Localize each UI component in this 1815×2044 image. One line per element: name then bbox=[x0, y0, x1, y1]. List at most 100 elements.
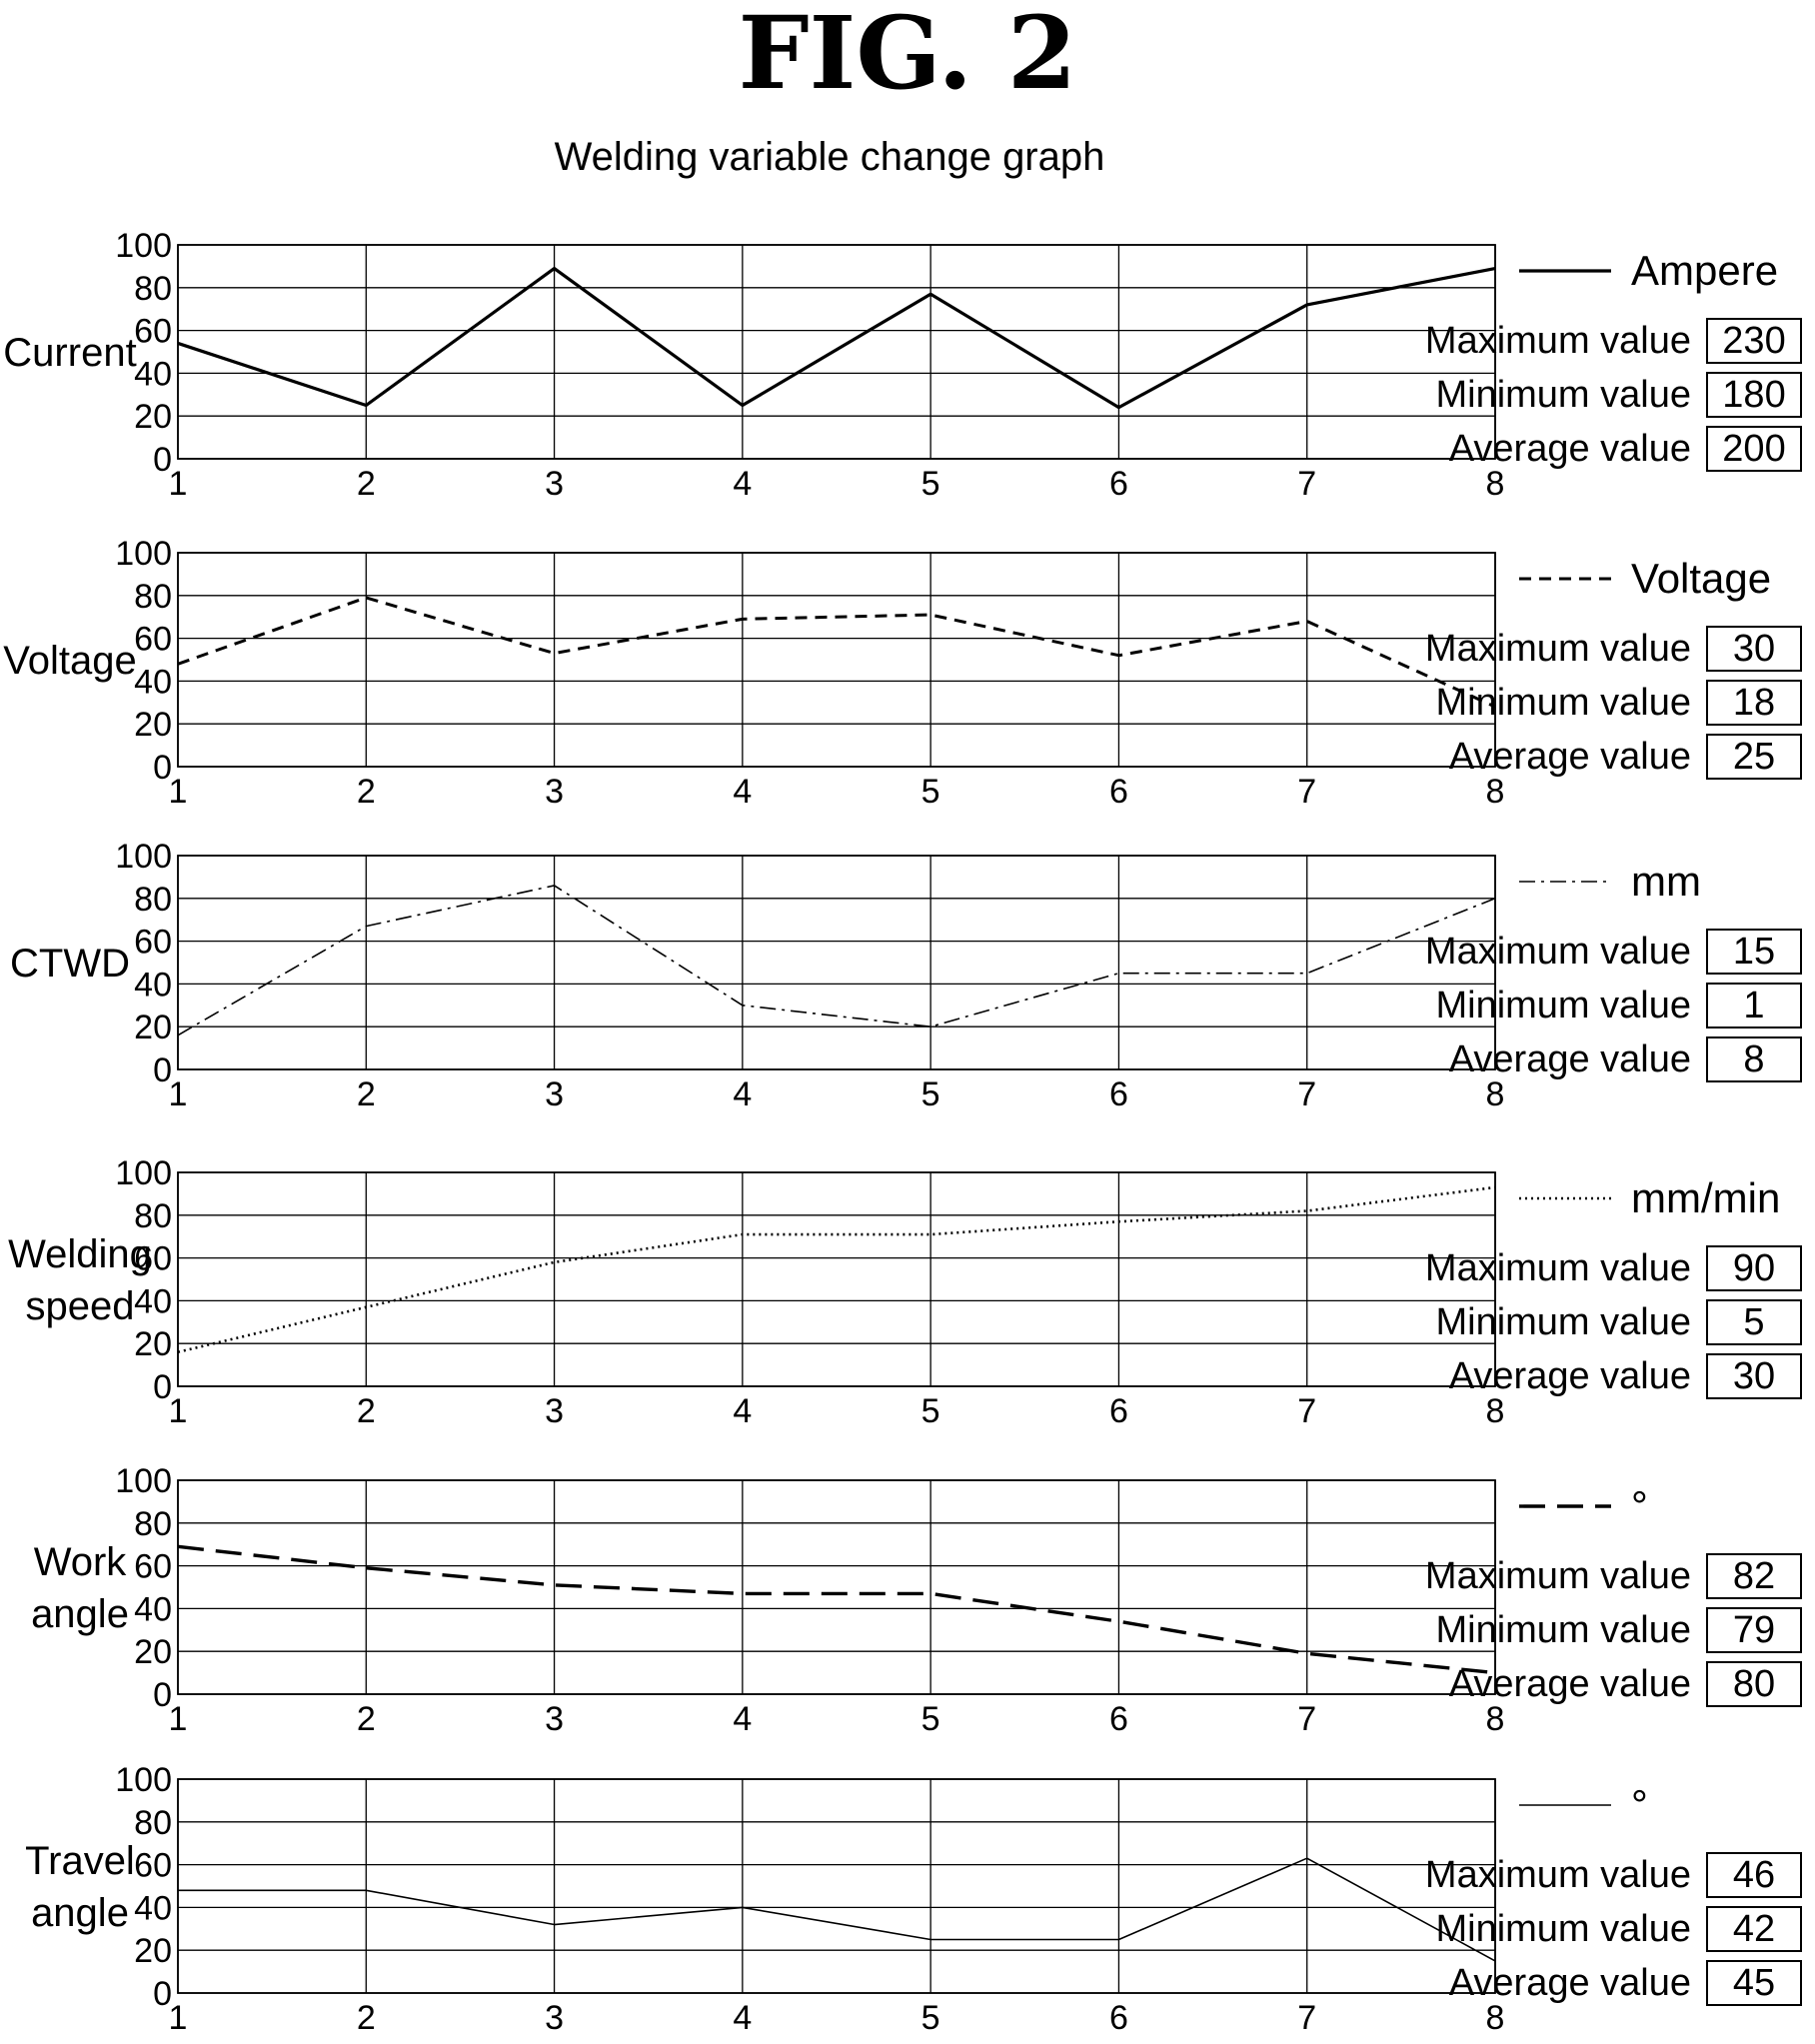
stat-label: Average value bbox=[1449, 1038, 1691, 1080]
chart-panel: 0 20 40 60 80 100 1 2 3 4 5 6 7 8 Current Ampere Maximum… bbox=[3, 227, 1802, 503]
x-tick-label: 2 bbox=[357, 1999, 376, 2037]
x-tick-label: 2 bbox=[357, 1392, 376, 1430]
x-tick-label: 2 bbox=[357, 465, 376, 503]
figure-title: FIG. 2 bbox=[739, 0, 1077, 112]
stat-value: 15 bbox=[1733, 931, 1775, 973]
y-tick-label: 20 bbox=[134, 1325, 172, 1363]
plot-frame bbox=[177, 1778, 1496, 1994]
y-axis-label: Voltage bbox=[3, 639, 136, 683]
stat-label: Average value bbox=[1449, 736, 1691, 778]
y-tick-label: 80 bbox=[134, 1197, 172, 1235]
x-tick-label: 3 bbox=[545, 1075, 564, 1113]
x-tick-label: 4 bbox=[733, 465, 752, 503]
y-tick-label: 20 bbox=[134, 1633, 172, 1671]
stat-label: Maximum value bbox=[1425, 1854, 1691, 1896]
stat-label: Maximum value bbox=[1425, 628, 1691, 670]
x-tick-label: 8 bbox=[1486, 1392, 1505, 1430]
y-tick-label: 0 bbox=[153, 749, 172, 787]
stat-value-box bbox=[1706, 426, 1802, 472]
x-tick-label: 1 bbox=[169, 1999, 188, 2037]
stat-label: Average value bbox=[1449, 428, 1691, 470]
stat-value-box bbox=[1706, 1661, 1802, 1707]
x-tick-label: 6 bbox=[1109, 1075, 1128, 1113]
x-tick-label: 5 bbox=[921, 1700, 940, 1738]
y-tick-label: 0 bbox=[153, 1676, 172, 1714]
y-tick-label: 40 bbox=[134, 663, 172, 701]
chart-panel: 0 20 40 60 80 100 1 2 3 4 5 6 7 8 Work angle ° Maximum va… bbox=[31, 1462, 1802, 1738]
x-tick-label: 3 bbox=[545, 1999, 564, 2037]
y-tick-label: 40 bbox=[134, 1282, 172, 1320]
y-tick-label: 100 bbox=[115, 1761, 172, 1799]
stat-value-box bbox=[1706, 1960, 1802, 2006]
x-tick-label: 6 bbox=[1109, 1999, 1128, 2037]
plot-frame bbox=[177, 1171, 1496, 1387]
y-axis-label: angle bbox=[31, 1891, 129, 1935]
stat-value-box bbox=[1706, 626, 1802, 672]
y-tick-label: 60 bbox=[134, 1240, 172, 1278]
y-tick-label: 80 bbox=[134, 1804, 172, 1842]
x-tick-label: 1 bbox=[169, 1075, 188, 1113]
x-tick-label: 5 bbox=[921, 1075, 940, 1113]
y-tick-label: 60 bbox=[134, 313, 172, 351]
stat-label: Minimum value bbox=[1435, 374, 1691, 416]
x-tick-label: 4 bbox=[733, 1392, 752, 1430]
y-tick-label: 100 bbox=[115, 227, 172, 265]
y-tick-label: 60 bbox=[134, 924, 172, 962]
y-tick-label: 60 bbox=[134, 621, 172, 659]
x-tick-label: 2 bbox=[357, 1075, 376, 1113]
y-tick-label: 20 bbox=[134, 1932, 172, 1970]
plot-frame bbox=[177, 552, 1496, 768]
y-axis-label: Current bbox=[3, 331, 136, 375]
series-line bbox=[177, 266, 1496, 410]
stat-value-box bbox=[1706, 1906, 1802, 1952]
figure-subtitle: Welding variable change graph bbox=[555, 135, 1105, 179]
chart-panel: 0 20 40 60 80 100 1 2 3 4 5 6 7 8 CTWD mm Maximum value 1… bbox=[10, 838, 1802, 1113]
x-tick-label: 5 bbox=[921, 1392, 940, 1430]
stat-value: 200 bbox=[1722, 428, 1785, 470]
x-tick-label: 7 bbox=[1297, 1075, 1316, 1113]
stat-label: Maximum value bbox=[1425, 1555, 1691, 1597]
x-tick-label: 2 bbox=[357, 773, 376, 811]
series-line bbox=[178, 1857, 1496, 1962]
stat-label: Minimum value bbox=[1435, 985, 1691, 1026]
y-tick-label: 60 bbox=[134, 1548, 172, 1586]
stat-value: 90 bbox=[1733, 1247, 1775, 1289]
stat-label: Maximum value bbox=[1425, 320, 1691, 362]
stat-label: Minimum value bbox=[1435, 682, 1691, 724]
stat-value: 25 bbox=[1733, 736, 1775, 778]
stat-value-box bbox=[1706, 372, 1802, 418]
stat-label: Minimum value bbox=[1435, 1908, 1691, 1950]
y-tick-label: 40 bbox=[134, 966, 172, 1004]
x-tick-label: 7 bbox=[1297, 1392, 1316, 1430]
y-tick-label: 80 bbox=[134, 578, 172, 616]
x-tick-label: 8 bbox=[1486, 1075, 1505, 1113]
stat-value-box bbox=[1706, 1299, 1802, 1345]
y-tick-label: 80 bbox=[134, 881, 172, 919]
y-axis-label: Travel bbox=[25, 1839, 135, 1883]
stat-value-box bbox=[1706, 680, 1802, 726]
stat-value: 42 bbox=[1733, 1908, 1775, 1950]
y-tick-label: 80 bbox=[134, 270, 172, 308]
y-axis-label: speed bbox=[26, 1284, 135, 1328]
x-tick-label: 1 bbox=[169, 1700, 188, 1738]
y-tick-label: 0 bbox=[153, 441, 172, 479]
stat-value-box bbox=[1706, 734, 1802, 780]
stat-value: 180 bbox=[1722, 374, 1785, 416]
x-tick-label: 1 bbox=[169, 773, 188, 811]
y-tick-label: 100 bbox=[115, 1154, 172, 1192]
y-tick-label: 100 bbox=[115, 1462, 172, 1500]
y-tick-label: 20 bbox=[134, 1009, 172, 1046]
x-tick-label: 7 bbox=[1297, 465, 1316, 503]
x-tick-label: 5 bbox=[921, 773, 940, 811]
legend-label: mm/min bbox=[1631, 1174, 1780, 1221]
stat-value: 45 bbox=[1733, 1962, 1775, 2004]
stat-label: Minimum value bbox=[1435, 1301, 1691, 1343]
stat-value: 30 bbox=[1733, 1355, 1775, 1397]
x-tick-label: 8 bbox=[1486, 465, 1505, 503]
x-tick-label: 5 bbox=[921, 1999, 940, 2037]
x-tick-label: 7 bbox=[1297, 773, 1316, 811]
x-tick-label: 6 bbox=[1109, 1392, 1128, 1430]
stat-value: 18 bbox=[1733, 682, 1775, 724]
stat-value-box bbox=[1706, 1036, 1802, 1082]
